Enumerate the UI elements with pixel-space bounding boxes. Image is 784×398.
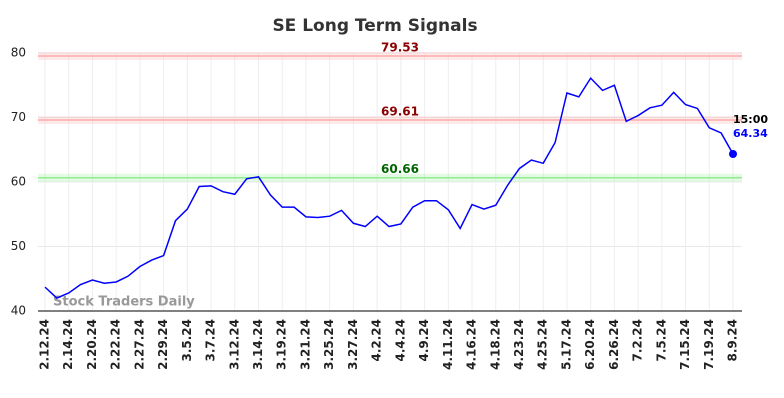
y-tick-label: 40	[11, 304, 26, 318]
x-tick-label: 7.5.24	[654, 319, 668, 362]
x-tick-label: 2.27.24	[132, 319, 146, 370]
x-tick-label: 3.7.24	[204, 319, 218, 362]
x-tick-label: 2.14.24	[61, 319, 75, 370]
x-tick-label: 8.9.24	[726, 319, 740, 362]
x-tick-label: 7.2.24	[631, 319, 645, 362]
x-tick-label: 7.15.24	[678, 319, 692, 370]
y-tick-label: 70	[11, 110, 26, 124]
x-tick-label: 3.12.24	[227, 319, 241, 370]
x-tick-label: 3.14.24	[251, 319, 265, 370]
price-line	[44, 76, 734, 299]
last-point	[729, 150, 737, 159]
x-tick-label: 2.29.24	[156, 319, 170, 370]
chart-title: SE Long Term Signals	[272, 16, 477, 36]
last-value: 64.34	[733, 127, 768, 140]
x-tick-label: 3.21.24	[298, 319, 312, 370]
x-tick-label: 3.27.24	[346, 319, 360, 370]
x-tick-label: 3.19.24	[275, 319, 289, 370]
reference-label: 79.53	[381, 41, 419, 55]
x-tick-label: 4.25.24	[536, 319, 550, 370]
x-tick-label: 2.12.24	[38, 319, 52, 370]
y-tick-label: 50	[11, 239, 26, 253]
watermark: Stock Traders Daily	[53, 295, 195, 310]
last-time: 15:00	[733, 113, 768, 126]
x-tick-label: 7.19.24	[702, 319, 716, 370]
x-tick-label: 6.20.24	[583, 319, 597, 370]
x-tick-label: 4.9.24	[417, 319, 431, 362]
x-tick-label: 4.18.24	[488, 319, 502, 370]
x-tick-label: 2.22.24	[109, 319, 123, 370]
x-tick-label: 4.2.24	[370, 319, 384, 362]
x-tick-label: 3.5.24	[180, 319, 194, 362]
y-tick-label: 60	[11, 175, 26, 189]
x-tick-label: 4.16.24	[465, 319, 479, 370]
x-tick-label: 4.23.24	[512, 319, 526, 370]
reference-label: 60.66	[381, 162, 419, 176]
reference-label: 69.61	[381, 105, 419, 119]
x-tick-label: 4.11.24	[441, 319, 455, 370]
x-tick-label: 5.17.24	[559, 319, 573, 370]
x-tick-label: 3.25.24	[322, 319, 336, 370]
x-tick-label: 6.26.24	[607, 319, 621, 370]
y-tick-label: 80	[11, 46, 26, 60]
x-tick-label: 4.4.24	[393, 319, 407, 362]
x-tick-label: 2.20.24	[85, 319, 99, 370]
